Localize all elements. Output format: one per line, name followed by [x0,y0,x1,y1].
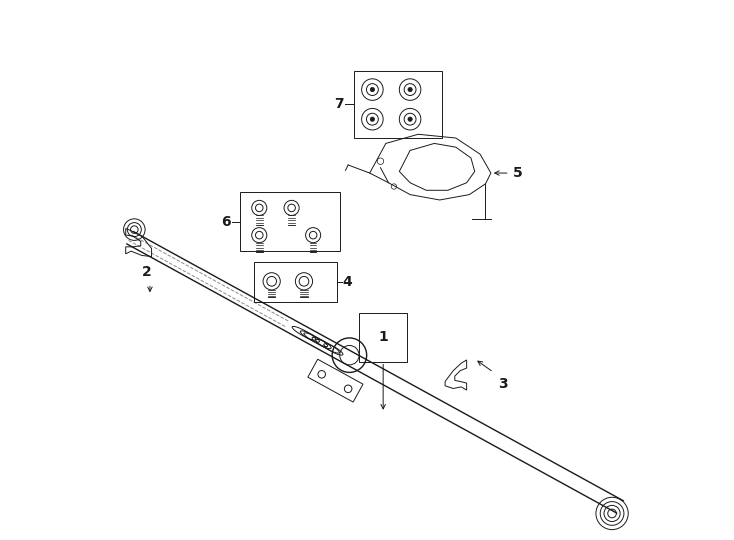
Bar [354,71,443,138]
Text: 2: 2 [142,265,152,279]
Circle shape [370,117,374,122]
Bar [359,313,407,362]
Text: 7: 7 [334,97,344,111]
Text: 3: 3 [498,376,507,390]
Bar [241,192,340,251]
Circle shape [370,87,374,92]
Text: 1: 1 [378,330,388,345]
Bar [254,262,338,302]
Text: 4: 4 [343,275,352,289]
Text: 6: 6 [221,214,230,228]
Text: 5: 5 [512,166,522,180]
Circle shape [408,87,413,92]
Circle shape [408,117,413,122]
